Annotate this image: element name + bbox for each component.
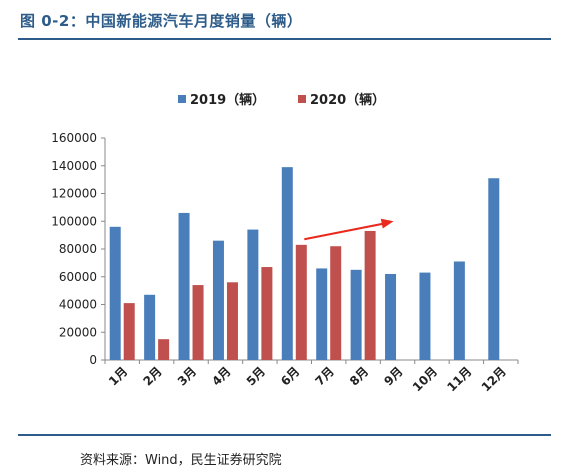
bar-2019-3 [178, 212, 190, 360]
bar-2019-5 [247, 229, 259, 360]
x-category-label-9: 9月 [381, 364, 405, 388]
x-category-label-1: 1月 [106, 364, 130, 388]
bar-2020-2 [158, 339, 170, 360]
title-divider [18, 38, 551, 40]
trend-arrow-line-0 [304, 222, 386, 241]
x-category-label-10: 10月 [410, 364, 440, 394]
legend-swatch-1 [298, 95, 306, 103]
bar-2019-9 [385, 273, 397, 360]
trend-arrow-head-0 [380, 218, 394, 229]
bar-2020-3 [192, 285, 204, 360]
x-category-label-3: 3月 [175, 364, 199, 388]
legend-label-1: 2020（辆） [310, 92, 385, 108]
y-tick-label-4: 80000 [59, 242, 97, 256]
bar-2020-5 [261, 267, 273, 360]
x-category-label-8: 8月 [347, 364, 371, 388]
bar-2019-2 [144, 294, 156, 360]
bar-2019-12 [488, 178, 500, 360]
x-category-label-5: 5月 [244, 364, 268, 388]
y-tick-label-0: 0 [89, 353, 97, 367]
x-category-label-6: 6月 [278, 364, 302, 388]
bar-2020-1 [123, 303, 135, 360]
y-tick-label-8: 160000 [51, 131, 97, 145]
x-category-label-4: 4月 [209, 364, 233, 388]
y-tick-label-1: 20000 [59, 325, 97, 339]
y-tick-label-5: 100000 [51, 214, 97, 228]
y-tick-label-3: 60000 [59, 270, 97, 284]
y-tick-label-7: 140000 [51, 159, 97, 173]
legend-swatch-0 [178, 95, 186, 103]
bar-2019-7 [316, 268, 328, 360]
figure-title: 图 0-2：中国新能源汽车月度销量（辆） [20, 12, 303, 30]
x-category-label-7: 7月 [313, 364, 337, 388]
bar-2020-4 [226, 282, 238, 360]
bar-2019-8 [350, 269, 362, 360]
bar-2020-8 [364, 230, 376, 360]
bar-2019-4 [212, 240, 224, 360]
bar-2019-1 [109, 226, 121, 360]
legend-label-0: 2019（辆） [190, 92, 265, 108]
bar-2020-6 [295, 244, 307, 360]
bar-2019-11 [453, 261, 465, 360]
footer-divider [18, 434, 551, 436]
bar-2020-7 [330, 246, 342, 360]
sales-bar-chart: 2019（辆） 2020（辆） 0 20000 40000 60000 80000 10000… [51, 92, 519, 394]
bar-2019-6 [281, 167, 293, 360]
x-category-label-11: 11月 [444, 364, 474, 394]
source-note: 资料来源：Wind，民生证券研究院 [80, 453, 282, 468]
x-category-label-12: 12月 [479, 364, 509, 394]
x-category-label-2: 2月 [140, 364, 164, 388]
bar-2019-10 [419, 272, 431, 360]
y-tick-label-2: 40000 [59, 298, 97, 312]
y-tick-label-6: 120000 [51, 187, 97, 201]
